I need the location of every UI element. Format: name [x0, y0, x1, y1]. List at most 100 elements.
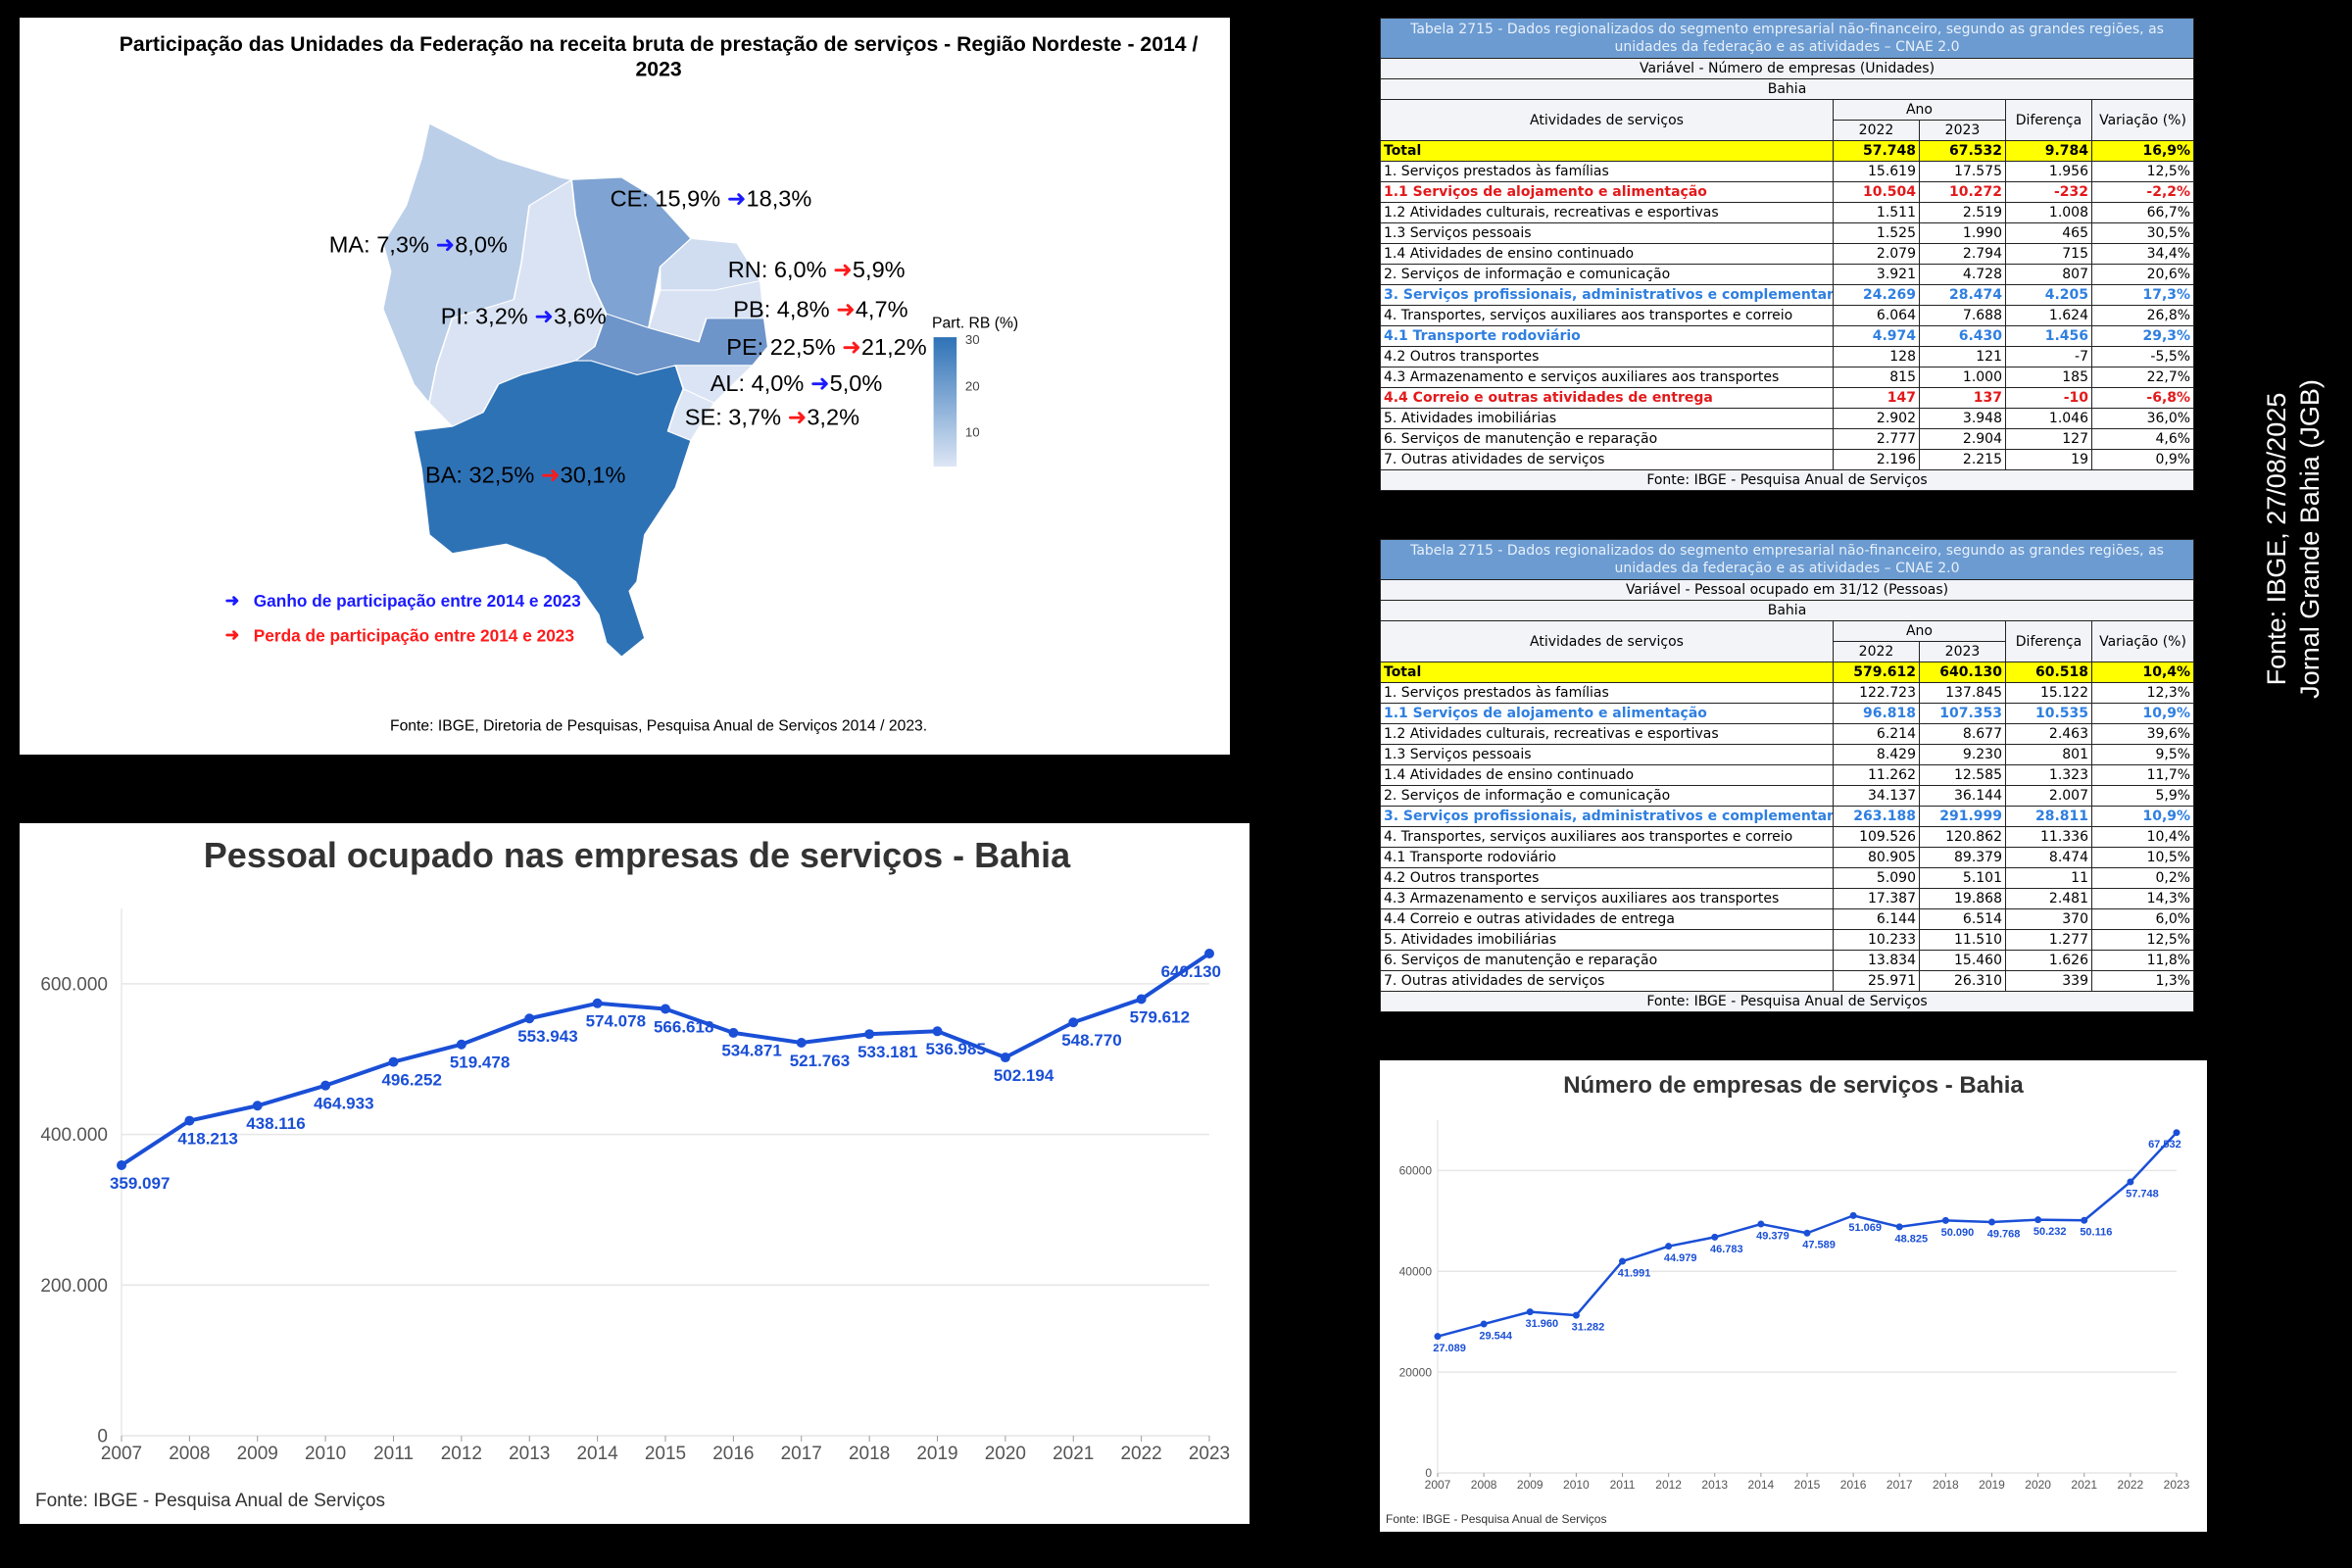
x-tick-label: 2018 [849, 1444, 890, 1464]
table-cell-activity: 6. Serviços de manutenção e reparação [1380, 950, 1834, 971]
table-cell-value: 2.196 [1833, 449, 1920, 470]
table-cell-value: 10,4% [2090, 826, 2195, 848]
table-source: Fonte: IBGE - Pesquisa Anual de Serviços [1379, 469, 2195, 491]
data-point[interactable] [1619, 1257, 1626, 1265]
data-point[interactable] [1526, 1308, 1534, 1316]
table-cell-value: 4.205 [2005, 284, 2092, 306]
data-point[interactable] [2173, 1129, 2180, 1137]
x-tick-label: 2008 [169, 1444, 210, 1464]
table-cell-value: 16,9% [2090, 140, 2195, 162]
data-label: 640.130 [1161, 962, 1221, 981]
data-point[interactable] [1895, 1223, 1903, 1231]
data-label: 47.589 [1802, 1240, 1836, 1251]
table-row: 4.4 Correio e outras atividades de entre… [1380, 387, 2195, 409]
gain-arrow-icon: ➜ [225, 590, 239, 610]
data-point[interactable] [2081, 1216, 2088, 1224]
table-row: 3. Serviços profissionais, administrativ… [1380, 806, 2195, 827]
table-row: 4. Transportes, serviços auxiliares aos … [1380, 826, 2195, 848]
table-cell-value: 109.526 [1833, 826, 1920, 848]
table-cell-value: 15.619 [1833, 161, 1920, 182]
data-point[interactable] [1803, 1229, 1811, 1237]
data-point[interactable] [1434, 1333, 1442, 1341]
table-cell-value: 2.519 [1919, 202, 2006, 223]
x-tick-label: 2017 [781, 1444, 822, 1464]
data-point[interactable] [2127, 1178, 2134, 1186]
x-tick-label: 2019 [1979, 1478, 2005, 1492]
table-cell-value: 15.122 [2005, 682, 2092, 704]
y-tick-label: 0 [1425, 1466, 1432, 1480]
table-cell-value: 2.463 [2005, 723, 2092, 745]
data-point[interactable] [252, 1101, 263, 1111]
pessoal-ocupado-chart: Pessoal ocupado nas empresas de serviços… [20, 823, 1250, 1524]
table-cell-value: -2,2% [2090, 181, 2195, 203]
table-row: Total 579.612 640.130 60.518 10,4% [1380, 662, 2195, 683]
table-cell-value: 10,9% [2090, 703, 2195, 724]
x-tick-label: 2017 [1886, 1478, 1913, 1492]
y-tick-label: 400.000 [40, 1125, 108, 1146]
state-ce [570, 176, 692, 329]
data-point[interactable] [1711, 1233, 1719, 1241]
table-variable: Variável - Número de empresas (Unidades) [1379, 58, 2195, 79]
table-row: 7. Outras atividades de serviços 2.196 2.2… [1380, 449, 2195, 470]
table-cell-value: 6.064 [1833, 305, 1920, 326]
data-point[interactable] [1941, 1216, 1949, 1224]
table-cell-activity: 6. Serviços de manutenção e reparação [1380, 428, 1834, 450]
table-cell-value: 13.834 [1833, 950, 1920, 971]
loss-arrow-icon: ➜ [541, 463, 561, 488]
header-year: Ano [1833, 99, 2006, 121]
nordeste-map: Participação das Unidades da Federação n… [120, 33, 1199, 735]
data-point[interactable] [1068, 1017, 1079, 1028]
data-point[interactable] [1665, 1243, 1673, 1250]
data-point[interactable] [864, 1029, 875, 1040]
table-cell-activity: 4.3 Armazenamento e serviços auxiliares … [1380, 888, 1834, 909]
table-cell-value: 4.974 [1833, 325, 1920, 347]
data-point[interactable] [1988, 1218, 1995, 1226]
table-cell-value: 29,3% [2090, 325, 2195, 347]
data-point[interactable] [1204, 949, 1214, 959]
series-line [120, 952, 1211, 1167]
data-point[interactable] [1757, 1220, 1765, 1228]
data-point[interactable] [117, 1160, 126, 1171]
map-title-line1: Participação das Unidades da Federação n… [120, 33, 1199, 56]
table-cell-value: 2.481 [2005, 888, 2092, 909]
state-label-ce: CE: 15,9% ➜18,3% [611, 186, 812, 212]
data-point[interactable] [184, 1115, 195, 1126]
data-point[interactable] [1136, 994, 1147, 1004]
data-point[interactable] [592, 998, 603, 1008]
x-tick-label: 2013 [1701, 1478, 1728, 1492]
x-tick-label: 2012 [441, 1444, 482, 1464]
table-cell-value: 11.336 [2005, 826, 2092, 848]
data-point[interactable] [1572, 1311, 1580, 1319]
table-cell-value: 19.868 [1919, 888, 2006, 909]
table-row: 1.3 Serviços pessoais 8.429 9.230 801 9,5% [1380, 744, 2195, 765]
data-point[interactable] [728, 1027, 739, 1038]
data-point[interactable] [661, 1004, 670, 1014]
table-cell-value: 137.845 [1919, 682, 2006, 704]
table-cell-activity: 7. Outras atividades de serviços [1380, 449, 1834, 470]
data-label: 29.544 [1479, 1330, 1513, 1342]
x-tick-label: 2011 [1610, 1478, 1636, 1492]
header-year: Ano [1833, 620, 2006, 642]
header-activity: Atividades de serviços [1380, 620, 1834, 662]
table-row: 4.1 Transporte rodoviário 80.905 89.379 8.4… [1380, 847, 2195, 868]
table-cell-value: 14,3% [2090, 888, 2195, 909]
table-cell-value: 127 [2005, 428, 2092, 450]
table-cell-value: 1.046 [2005, 408, 2092, 429]
table-cell-value: 4,6% [2090, 428, 2195, 450]
table-row: 4.3 Armazenamento e serviços auxiliares … [1380, 367, 2195, 388]
gain-arrow-icon: ➜ [810, 370, 830, 396]
data-label: 519.478 [450, 1054, 510, 1072]
data-point[interactable] [1480, 1320, 1488, 1328]
data-point[interactable] [320, 1080, 331, 1091]
data-point[interactable] [388, 1056, 399, 1067]
data-point[interactable] [456, 1039, 466, 1050]
table-cell-value: 28.474 [1919, 284, 2006, 306]
data-point[interactable] [1000, 1053, 1010, 1063]
data-point[interactable] [1849, 1211, 1857, 1219]
data-point[interactable] [2034, 1216, 2042, 1224]
table-cell-value: 8.677 [1919, 723, 2006, 745]
data-point[interactable] [524, 1013, 535, 1024]
data-point[interactable] [796, 1037, 807, 1048]
data-point[interactable] [932, 1026, 943, 1037]
x-tick-label: 2019 [916, 1444, 957, 1464]
